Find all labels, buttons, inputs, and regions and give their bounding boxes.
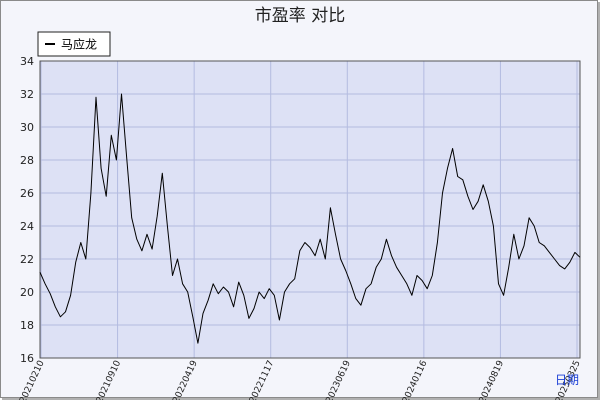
x-tick-label: 20240819	[478, 359, 507, 400]
y-axis: 16 18 20 22 24 26 28 30 32 34	[20, 55, 34, 365]
y-tick-label: 16	[20, 352, 34, 365]
y-tick-label: 34	[20, 55, 34, 68]
y-tick-label: 18	[20, 319, 34, 332]
x-axis: 20210210 20210910 20220419 20221117 20230619…	[18, 359, 582, 400]
x-tick-label: 20221117	[248, 359, 276, 400]
series-layer	[39, 93, 581, 344]
x-tick-label: 20220419	[171, 359, 200, 400]
y-tick-label: 20	[20, 286, 34, 299]
chart-title: 市盈率 对比	[255, 6, 345, 26]
y-tick-label: 32	[20, 88, 34, 101]
y-tick-label: 28	[20, 154, 34, 167]
series-line-马应龙	[39, 93, 581, 344]
axes-frame	[39, 60, 581, 359]
y-tick-label: 24	[20, 220, 34, 233]
x-axis-label: 日期	[555, 373, 579, 387]
y-tick-label: 26	[20, 187, 34, 200]
y-tick-label: 30	[20, 121, 34, 134]
y-tick-label: 22	[20, 253, 34, 266]
grid	[39, 60, 581, 359]
x-tick-label: 20210910	[95, 359, 124, 400]
x-tick-label: 20240116	[401, 359, 430, 400]
legend-entry: 马应龙	[61, 37, 97, 52]
legend: 马应龙	[37, 31, 111, 57]
x-tick-label: 20230619	[325, 359, 354, 400]
